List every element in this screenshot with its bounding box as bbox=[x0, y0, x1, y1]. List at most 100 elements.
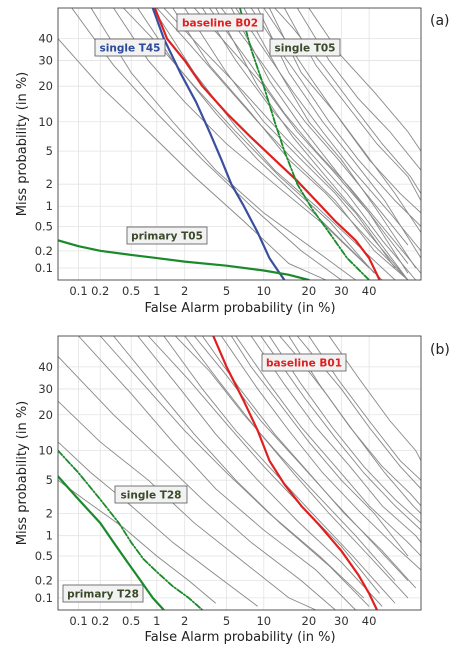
background-system-curve bbox=[235, 8, 421, 252]
x-tick-label: 30 bbox=[334, 284, 349, 298]
background-system-curve bbox=[209, 8, 421, 274]
y-tick-label: 1 bbox=[46, 529, 53, 543]
x-axis-label-b: False Alarm probability (in %) bbox=[144, 630, 335, 645]
background-system-curve bbox=[235, 336, 421, 557]
background-system-curve bbox=[137, 336, 383, 607]
background-system-curve bbox=[175, 336, 396, 581]
background-system-curve bbox=[147, 336, 380, 594]
x-tick-label: 20 bbox=[302, 614, 317, 628]
panel-a: 0.1 0.2 0.5 1 2 5 10 20 30 40 0.1 0.2 0.5 1 2 5 10 20 30 4… bbox=[15, 7, 450, 316]
series-single-t05 bbox=[239, 8, 370, 280]
y-tick-label: 5 bbox=[46, 144, 53, 158]
background-system-curve bbox=[243, 8, 417, 269]
series-primary-t05 bbox=[58, 239, 310, 280]
background-system-curve bbox=[113, 8, 370, 269]
background-system-curve bbox=[163, 8, 396, 269]
series-primary-t28 bbox=[58, 475, 165, 610]
background-system-curve bbox=[193, 8, 409, 264]
x-tick-label: 2 bbox=[181, 614, 188, 628]
svg-text:single T28: single T28 bbox=[121, 490, 182, 502]
background-system-curve bbox=[156, 8, 409, 280]
y-tick-label: 0.5 bbox=[35, 549, 53, 563]
y-tick-label: 20 bbox=[38, 408, 53, 422]
background-system-curve bbox=[99, 336, 365, 599]
y-tick-label: 0.1 bbox=[35, 261, 53, 275]
y-tick-label: 30 bbox=[38, 54, 53, 68]
y-tick-label: 40 bbox=[38, 32, 53, 46]
x-tick-label: 5 bbox=[223, 284, 230, 298]
y-tick-label: 0.1 bbox=[35, 591, 53, 605]
annotation-single-t45: single T45 bbox=[94, 38, 166, 57]
panel-label-b: (b) bbox=[430, 342, 450, 358]
background-system-curve bbox=[221, 8, 409, 246]
background-system-curve bbox=[184, 336, 409, 599]
background-system-curve bbox=[58, 38, 327, 280]
y-tick-label: 40 bbox=[38, 360, 53, 374]
panel-b: 0.1 0.2 0.5 1 2 5 10 20 30 40 0.1 0.2 0.5 1 2 5 10 20 30 4… bbox=[15, 335, 450, 645]
y-tick-labels-b: 0.1 0.2 0.5 1 2 5 10 20 30 40 bbox=[35, 360, 53, 605]
x-tick-label: 30 bbox=[334, 614, 349, 628]
background-system-curve bbox=[257, 8, 421, 259]
background-system-curve bbox=[113, 336, 370, 607]
background-system-curve bbox=[202, 8, 417, 280]
x-tick-label: 40 bbox=[362, 614, 377, 628]
series-single-t45 bbox=[151, 8, 286, 280]
y-tick-label: 30 bbox=[38, 382, 53, 396]
y-axis-label-b: Miss probability (in %) bbox=[15, 401, 30, 545]
annotation-single-t28: single T28 bbox=[114, 485, 188, 504]
svg-text:single T05: single T05 bbox=[275, 43, 336, 55]
x-tick-label: 10 bbox=[256, 614, 271, 628]
y-tick-label: 5 bbox=[46, 473, 53, 487]
curves-a bbox=[58, 8, 421, 280]
background-system-curve bbox=[274, 8, 421, 194]
background-system-curve bbox=[193, 336, 409, 581]
background-system-curve bbox=[269, 8, 421, 233]
y-tick-label: 10 bbox=[38, 444, 53, 458]
svg-text:baseline B01: baseline B01 bbox=[266, 358, 342, 370]
background-system-curve bbox=[58, 479, 217, 604]
background-system-curve bbox=[288, 336, 421, 507]
y-tick-label: 20 bbox=[38, 79, 53, 93]
y-tick-label: 2 bbox=[46, 177, 53, 191]
svg-text:primary T05: primary T05 bbox=[131, 231, 203, 243]
svg-text:single T45: single T45 bbox=[100, 43, 161, 55]
x-tick-label: 0.2 bbox=[91, 284, 109, 298]
y-tick-label: 0.2 bbox=[35, 574, 53, 588]
background-system-curve bbox=[58, 400, 317, 610]
background-system-curve bbox=[230, 336, 409, 557]
x-tick-label: 40 bbox=[362, 284, 377, 298]
svg-text:baseline B02: baseline B02 bbox=[182, 18, 258, 30]
background-system-curve bbox=[137, 8, 383, 280]
x-tick-label: 1 bbox=[153, 614, 160, 628]
x-tick-label: 5 bbox=[223, 614, 230, 628]
background-system-curve bbox=[230, 8, 409, 274]
background-system-curve bbox=[78, 336, 356, 610]
x-tick-label: 0.1 bbox=[69, 614, 87, 628]
y-tick-label: 0.5 bbox=[35, 219, 53, 233]
svg-text:primary T28: primary T28 bbox=[67, 589, 139, 601]
x-tick-label: 1 bbox=[153, 284, 160, 298]
x-tick-label: 0.2 bbox=[91, 614, 109, 628]
background-system-curve bbox=[58, 441, 258, 607]
background-system-curve bbox=[221, 336, 421, 571]
background-system-curve bbox=[58, 356, 336, 610]
x-tick-label: 0.5 bbox=[122, 284, 140, 298]
series-baseline-b02 bbox=[153, 8, 381, 280]
x-tick-label: 0.1 bbox=[69, 284, 87, 298]
series-single-t28 bbox=[58, 449, 204, 610]
annotation-baseline-b01: baseline B01 bbox=[261, 353, 347, 372]
x-tick-labels-a: 0.1 0.2 0.5 1 2 5 10 20 30 40 bbox=[69, 284, 376, 298]
background-system-curve bbox=[71, 8, 342, 280]
background-system-curve bbox=[269, 336, 421, 524]
y-tick-label: 2 bbox=[46, 506, 53, 520]
x-tick-label: 2 bbox=[181, 284, 188, 298]
annotation-baseline-b02: baseline B02 bbox=[176, 13, 264, 32]
y-tick-labels-a: 0.1 0.2 0.5 1 2 5 10 20 30 40 bbox=[35, 32, 53, 275]
background-system-curve bbox=[328, 336, 421, 461]
x-axis-label-a: False Alarm probability (in %) bbox=[144, 301, 335, 316]
y-tick-label: 0.2 bbox=[35, 244, 53, 258]
x-tick-label: 10 bbox=[256, 284, 271, 298]
plot-area-b bbox=[58, 336, 421, 610]
y-tick-label: 1 bbox=[46, 199, 53, 213]
